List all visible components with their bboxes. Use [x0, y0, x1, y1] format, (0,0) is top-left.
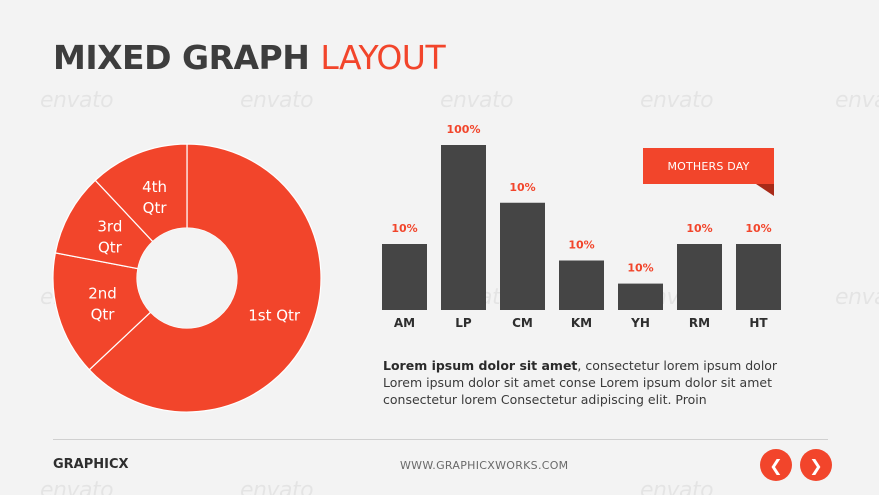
- slice-label: 4th Qtr: [142, 178, 167, 217]
- bar-category-label: RM: [689, 316, 710, 330]
- chevron-left-icon: ❮: [769, 455, 783, 475]
- website-url[interactable]: WWW.GRAPHICXWORKS.COM: [400, 459, 569, 472]
- bar: [382, 244, 427, 310]
- prev-slide-button[interactable]: ❮: [760, 449, 792, 481]
- bar: [618, 283, 663, 310]
- bar-category-label: KM: [571, 316, 592, 330]
- slice-label: 2nd Qtr: [88, 285, 117, 324]
- donut-hole: [137, 228, 237, 328]
- bar: [559, 260, 604, 310]
- bar-value-label: 10%: [391, 222, 417, 235]
- bar-category-label: HT: [749, 316, 768, 330]
- description-bold: Lorem ipsum dolor sit amet: [383, 358, 578, 373]
- slide-title: MIXED GRAPH LAYOUT: [53, 38, 446, 77]
- slice-label: 1st Qtr: [248, 307, 301, 325]
- bar-category-label: CM: [512, 316, 533, 330]
- chevron-right-icon: ❯: [809, 455, 823, 475]
- brand-name: GRAPHICX: [53, 457, 129, 472]
- slide-title-main: MIXED GRAPH: [53, 38, 310, 77]
- donut-chart: 1st Qtr 2nd Qtr 3rd Qtr 4th Qtr: [52, 143, 322, 413]
- bar: [441, 145, 486, 310]
- bar: [500, 202, 545, 310]
- bar-value-label: 10%: [509, 181, 535, 194]
- watermark: envato: [40, 88, 114, 113]
- bar-category-label: LP: [455, 316, 472, 330]
- bar: [677, 244, 722, 310]
- slice-label: 3rd Qtr: [97, 218, 122, 257]
- bar-value-label: 100%: [447, 123, 481, 136]
- description-text: Lorem ipsum dolor sit amet, consectetur …: [383, 357, 793, 408]
- slide-title-accent: LAYOUT: [320, 38, 446, 77]
- bar-chart: 10% AM 100% LP 10% CM 10% KM 10% YH 10% RM 10% HT: [382, 123, 781, 330]
- watermark: envato: [835, 285, 879, 310]
- footer-divider: [53, 439, 828, 440]
- mothers-day-callout: MOTHERS DAY: [643, 148, 774, 184]
- bar-value-label: 10%: [568, 239, 594, 252]
- watermark: envato: [240, 88, 314, 113]
- watermark: envato: [640, 478, 714, 495]
- watermark: envato: [835, 88, 879, 113]
- bar-category-label: YH: [630, 316, 650, 330]
- description-body: , consectetur lorem ipsum dolor Lorem ip…: [383, 358, 778, 407]
- bar-value-label: 10%: [686, 222, 712, 235]
- bar-value-label: 10%: [627, 262, 653, 275]
- callout-fold: [756, 184, 774, 196]
- watermark: envato: [440, 88, 514, 113]
- bar-value-label: 10%: [745, 222, 771, 235]
- watermark: envato: [640, 88, 714, 113]
- watermark: envato: [40, 478, 114, 495]
- watermark: envato: [240, 478, 314, 495]
- callout-label: MOTHERS DAY: [667, 159, 750, 173]
- bar: [736, 244, 781, 310]
- next-slide-button[interactable]: ❯: [800, 449, 832, 481]
- bar-category-label: AM: [394, 316, 415, 330]
